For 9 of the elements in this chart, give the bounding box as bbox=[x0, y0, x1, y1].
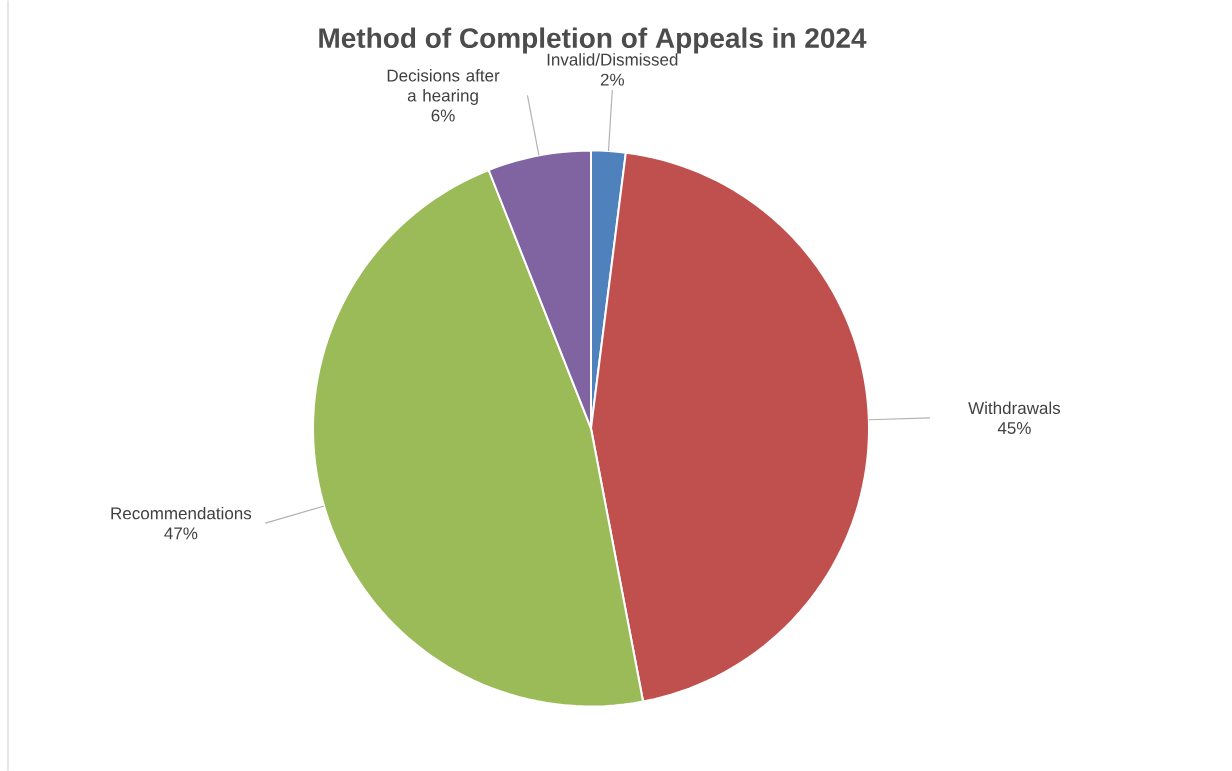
slice-label: Decisions after a hearing bbox=[387, 69, 500, 105]
chart-title: Method of Completion of Appeals in 2024 bbox=[319, 27, 867, 54]
data-label: 6% bbox=[431, 109, 455, 122]
data-label: 47% bbox=[164, 527, 198, 540]
slice-label: Recommendations bbox=[111, 506, 252, 520]
slice-label: Invalid/Dismissed bbox=[547, 53, 678, 66]
slice-label: Withdrawals bbox=[968, 401, 1061, 415]
data-label: 2% bbox=[600, 73, 624, 86]
data-label: 45% bbox=[997, 422, 1031, 435]
